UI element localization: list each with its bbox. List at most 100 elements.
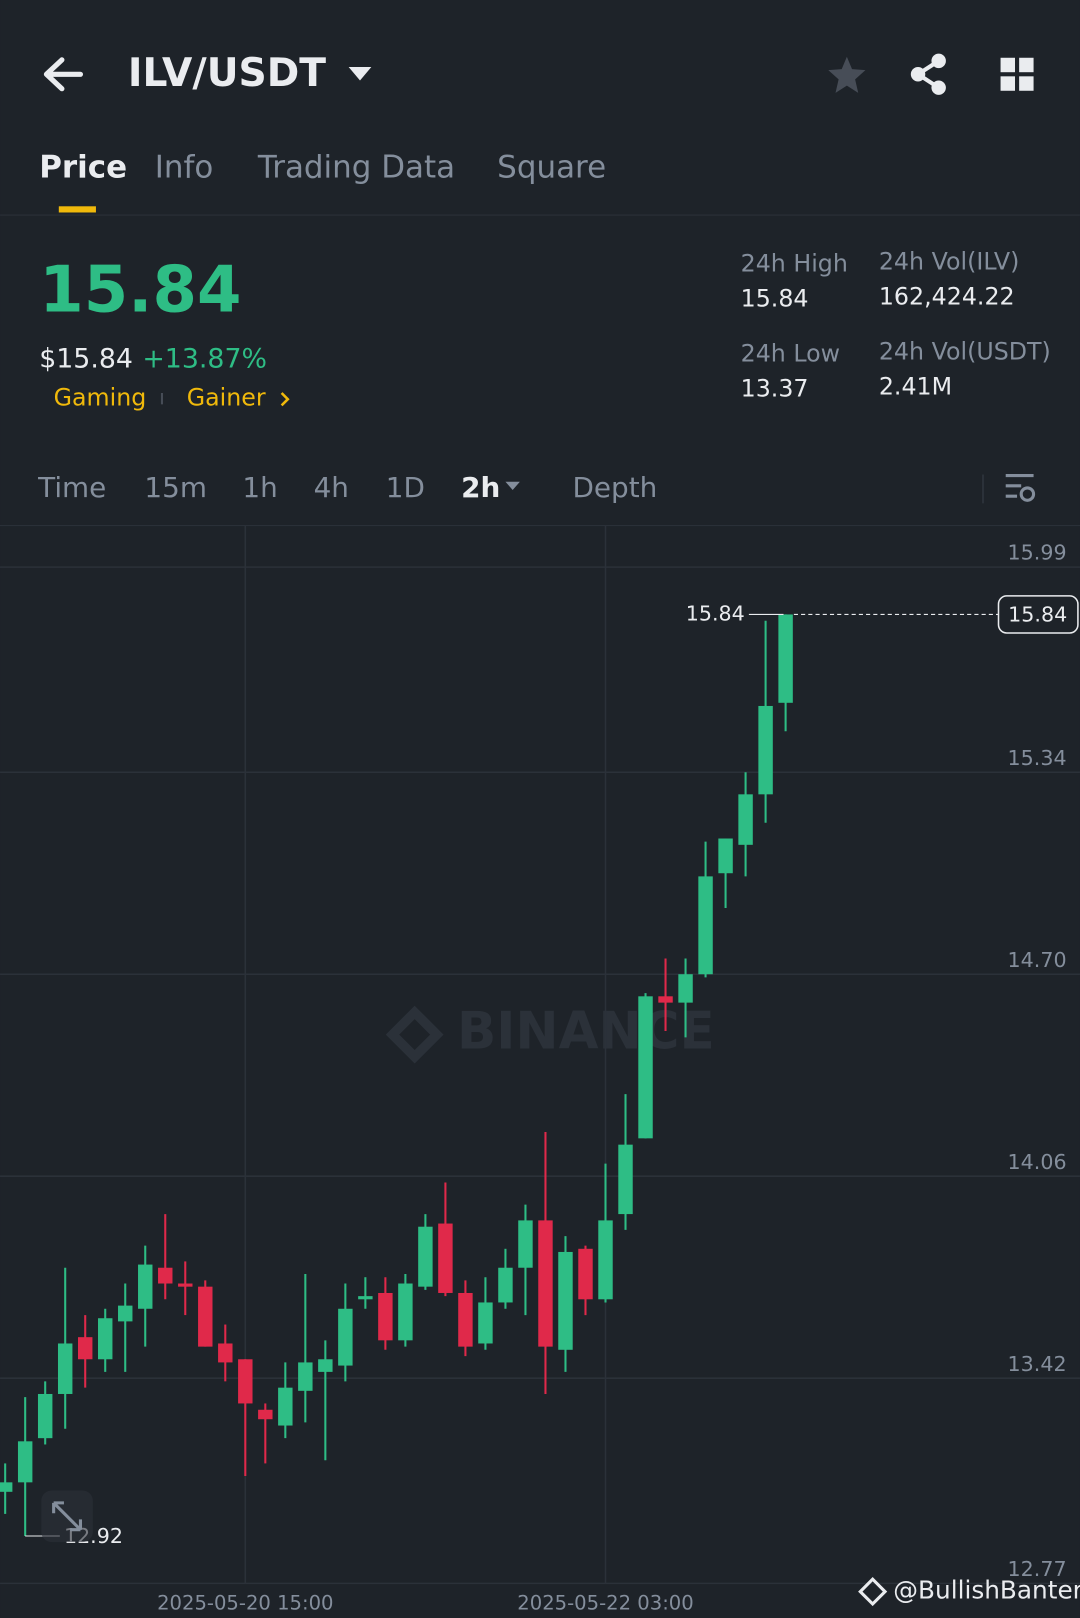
settings-lines [1005,473,1034,498]
tab[interactable]: Square [497,150,606,186]
tab[interactable]: Info [155,150,214,186]
grid-cell [1000,76,1016,91]
candle-body [418,1226,433,1287]
tag-separator [160,392,163,405]
candle-body [618,1144,633,1215]
candle-body [538,1220,553,1347]
chart-settings[interactable] [1005,473,1036,502]
y-tick-label: 14.06 [1008,1150,1067,1174]
y-tick-label: 13.42 [1008,1352,1067,1376]
candle-body [77,1337,93,1360]
candle-body [678,974,693,1003]
tab[interactable]: Price [39,150,127,186]
candle-body [578,1248,593,1300]
share-button[interactable] [910,53,946,95]
candle-body [138,1264,153,1309]
settings-gear [1019,486,1036,502]
candle-body [118,1305,133,1322]
stat-label: 24h Low [741,339,840,367]
candle-body [398,1283,413,1341]
stat-value: 13.37 [741,374,809,402]
interval-dropdown[interactable] [505,481,520,490]
y-tick-label: 15.99 [1008,541,1067,565]
y-tick-label: 12.77 [1008,1557,1067,1581]
stat-label: 24h High [741,250,848,278]
pair-title[interactable]: ILV/USDT [128,51,326,96]
candle-body [698,876,713,975]
candle-body [278,1387,293,1426]
last-price-tag [997,595,1079,634]
candle-body [478,1302,493,1344]
interval[interactable]: 1D [386,471,425,504]
interval[interactable]: Time [37,471,106,504]
x-tick-label: 2025-05-20 15:00 [157,1591,333,1614]
stat-label: 24h Vol(USDT) [879,337,1051,365]
candle-body [518,1220,533,1268]
grid-cell [1000,57,1016,73]
candle-body [378,1292,393,1341]
interval[interactable]: 2h [461,471,500,504]
interval[interactable]: Depth [572,471,657,504]
back-arrow [43,57,84,92]
stat-value: 162,424.22 [879,283,1015,311]
candle-body [198,1286,213,1347]
credit: @BullishBanter [893,1576,1080,1605]
stat-value: 15.84 [741,285,809,313]
tag[interactable]: Gainer [187,384,266,412]
candle-body [178,1283,193,1287]
credit-logo [858,1577,888,1607]
stat-value: 2.41M [879,372,952,400]
last-price-label: 15.84 [1008,602,1067,626]
candle-body [458,1292,473,1347]
high-label: 15.84 [686,601,745,625]
candle-body [638,996,653,1139]
candle-body [438,1223,453,1293]
candle-body [738,794,753,845]
interval[interactable]: 4h [314,471,349,504]
usd-price: $15.84 [39,343,133,374]
candle-body [17,1441,33,1483]
expand-button[interactable] [41,1490,93,1543]
chart: 15.99 15.34 14.70 14.06 13.42 12.77 2025-05-20… [0,526,1080,1614]
divider [0,525,1080,527]
menu-grid[interactable] [1000,57,1034,91]
last-price: 15.84 [39,254,241,328]
candle-body [158,1267,173,1284]
candle-body [498,1267,513,1303]
candle-body [298,1362,313,1391]
candle-body [358,1296,373,1300]
candle-body [718,838,733,874]
interval[interactable]: 1h [242,471,277,504]
price-change: +13.87% [142,343,267,374]
favorite-star[interactable] [828,56,866,93]
candle-body [57,1343,73,1394]
y-tick-label: 14.70 [1008,948,1067,972]
candle-body [598,1220,613,1300]
watermark: BINANCE [457,1002,715,1062]
share-lines [914,59,940,90]
back-button[interactable] [43,57,84,92]
divider [0,214,1080,216]
grid-cell [1019,57,1034,73]
candle-body [218,1343,233,1363]
candle-body [0,1482,13,1492]
candle-body [258,1409,273,1420]
tab-indicator [58,206,96,213]
candle-body [558,1251,573,1350]
candle-body [37,1393,53,1439]
candle-body [658,996,673,1003]
tag[interactable]: Gaming [54,384,147,412]
tag-chevron [280,392,290,407]
tab[interactable]: Trading Data [257,150,455,186]
pair-dropdown[interactable] [348,67,372,81]
candle-body [778,614,793,703]
stat-label: 24h Vol(ILV) [879,248,1020,276]
expand-icon [52,1501,83,1532]
candle-body [98,1318,113,1360]
y-tick-label: 15.34 [1008,746,1067,770]
candle-body [318,1359,333,1372]
interval[interactable]: 15m [144,471,207,504]
